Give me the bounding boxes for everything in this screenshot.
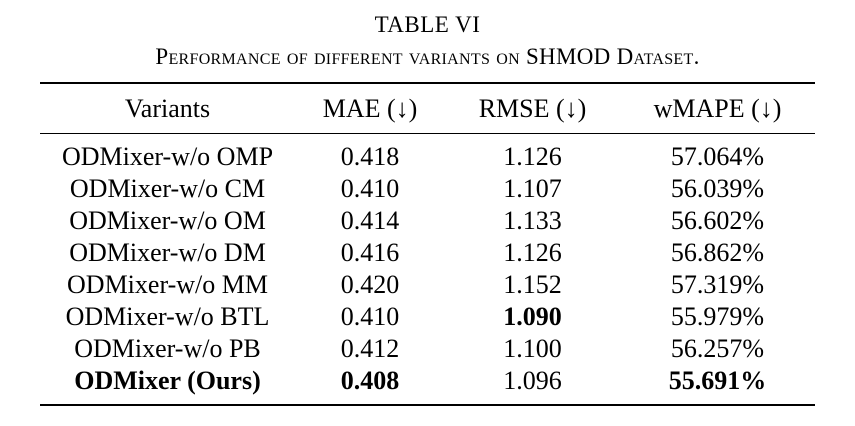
cell-wmape: 55.691% — [668, 366, 767, 395]
cell-rmse: 1.090 — [503, 302, 562, 331]
cell-mae: 0.416 — [340, 238, 400, 267]
column-header-variants: Variants — [124, 93, 211, 123]
cell-rmse: 1.152 — [503, 270, 562, 299]
cell-variant: ODMixer-w/o CM — [69, 174, 266, 203]
bottom-rule — [40, 404, 815, 406]
cell-mae: 0.410 — [340, 302, 400, 331]
cell-mae: 0.418 — [340, 142, 400, 171]
cell-variant: ODMixer-w/o OMP — [61, 142, 274, 171]
cell-wmape: 56.602% — [670, 206, 765, 235]
cell-mae: 0.408 — [340, 366, 400, 395]
table-label: TABLE VI — [374, 12, 481, 37]
cell-rmse: 1.107 — [503, 174, 562, 203]
cell-wmape: 56.257% — [670, 334, 765, 363]
table-row: ODMixer-w/o MM 0.420 1.152 57.319% — [40, 269, 815, 301]
cell-mae: 0.420 — [340, 270, 400, 299]
cell-wmape: 56.039% — [670, 174, 765, 203]
column-header-mae: MAE (↓) — [322, 93, 418, 123]
table-row: ODMixer-w/o DM 0.416 1.126 56.862% — [40, 237, 815, 269]
table-body: ODMixer-w/o OMP 0.418 1.126 57.064% ODMixer-… — [40, 141, 815, 397]
column-header-rmse: RMSE (↓) — [478, 93, 587, 123]
cell-wmape: 57.064% — [670, 142, 765, 171]
cell-wmape: 55.979% — [670, 302, 765, 331]
top-rule — [40, 82, 815, 84]
header-spacer — [40, 133, 815, 141]
table-row: ODMixer-w/o OMP 0.418 1.126 57.064% — [40, 141, 815, 173]
cell-rmse: 1.133 — [503, 206, 562, 235]
cell-variant: ODMixer-w/o MM — [67, 270, 268, 299]
cell-mae: 0.410 — [340, 174, 400, 203]
cell-rmse: 1.126 — [503, 238, 562, 267]
cell-mae: 0.414 — [340, 206, 400, 235]
cell-mae: 0.412 — [340, 334, 400, 363]
cell-rmse: 1.100 — [503, 334, 562, 363]
table-caption: Performance of different variants on SHM… — [155, 44, 700, 69]
table-row: ODMixer-w/o OM 0.414 1.133 56.602% — [40, 205, 815, 237]
cell-variant: ODMixer-w/o OM — [69, 206, 266, 235]
cell-variant: ODMixer-w/o PB — [74, 334, 261, 363]
cell-wmape: 56.862% — [670, 238, 765, 267]
cell-variant: ODMixer-w/o BTL — [65, 302, 270, 331]
header-rule — [40, 133, 815, 134]
column-header-wmape: wMAPE (↓) — [653, 93, 782, 123]
table-row: ODMixer (Ours) 0.408 1.096 55.691% — [40, 365, 815, 397]
cell-rmse: 1.126 — [503, 142, 562, 171]
table-row: ODMixer-w/o CM 0.410 1.107 56.039% — [40, 173, 815, 205]
cell-rmse: 1.096 — [503, 366, 562, 395]
cell-wmape: 57.319% — [670, 270, 765, 299]
table-row: ODMixer-w/o BTL 0.410 1.090 55.979% — [40, 301, 815, 333]
results-table: Variants MAE (↓) RMSE (↓) wMAPE (↓) ODMi… — [40, 84, 815, 397]
cell-variant: ODMixer (Ours) — [74, 366, 261, 395]
table-row: ODMixer-w/o PB 0.412 1.100 56.257% — [40, 333, 815, 365]
cell-variant: ODMixer-w/o DM — [69, 238, 266, 267]
header-row: Variants MAE (↓) RMSE (↓) wMAPE (↓) — [40, 84, 815, 133]
